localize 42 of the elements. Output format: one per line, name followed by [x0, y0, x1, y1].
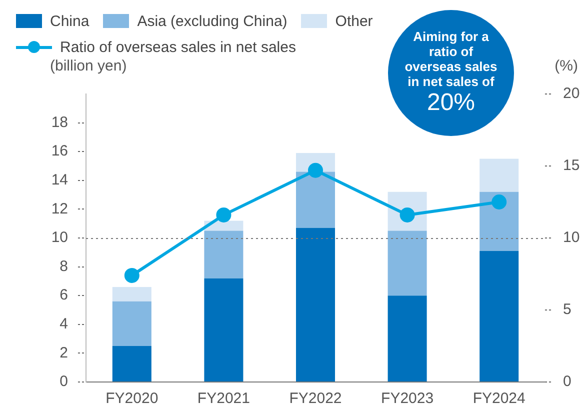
bar — [112, 286, 152, 302]
bar — [480, 250, 519, 382]
x-tick-label: FY2024 — [472, 390, 526, 408]
legend-label: Ratio of overseas sales in net sales — [60, 38, 296, 56]
y-tick-label: 12 — [51, 200, 68, 218]
y-tick-label: 8 — [60, 258, 68, 275]
y2-axis-title: (%) — [554, 58, 578, 75]
legend-label: China — [50, 12, 90, 30]
y-tick-label: 18 — [51, 114, 68, 131]
y-tick-label: 2 — [60, 344, 68, 362]
y-tick-label: 0 — [60, 373, 68, 390]
x-tick-label: FY2023 — [381, 390, 434, 408]
y-tick-label: 6 — [60, 286, 68, 304]
point — [124, 268, 140, 283]
x-tick-label: FY2021 — [197, 390, 250, 408]
bar — [296, 172, 336, 228]
legend-label: Other — [335, 12, 373, 30]
point — [492, 194, 507, 210]
point — [216, 207, 232, 222]
y-axis-title: (billion yen) — [50, 58, 127, 75]
x-tick-label: FY2020 — [106, 390, 158, 408]
annotation: 20% — [426, 89, 476, 117]
bar — [388, 230, 427, 296]
bar — [204, 278, 244, 382]
y2-tick-label: 5 — [563, 301, 572, 318]
bar — [480, 158, 519, 192]
bar — [296, 228, 336, 382]
y2-tick-label: 0 — [563, 373, 572, 390]
y-tick-label: 16 — [51, 142, 68, 160]
bar — [112, 301, 152, 346]
bar — [388, 296, 427, 382]
y-tick-label: 4 — [60, 316, 68, 333]
y2-tick-label: 20 — [563, 85, 580, 102]
legend-label: Asia (excluding China) — [137, 12, 288, 30]
y2-tick-label: 10 — [563, 229, 580, 246]
bar — [112, 346, 152, 382]
bar — [204, 230, 244, 278]
x-tick-label: FY2022 — [289, 390, 342, 408]
y2-tick-label: 15 — [563, 157, 580, 174]
text: Aiming for a ratio of overseas sales in net sales of — [404, 29, 498, 89]
y-tick-label: 10 — [51, 229, 68, 246]
y-tick-label: 14 — [51, 172, 68, 189]
